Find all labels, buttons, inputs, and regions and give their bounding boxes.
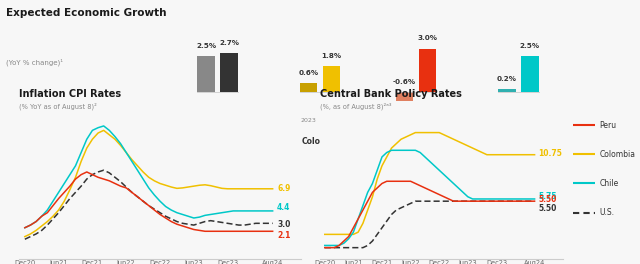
- Text: Peru: Peru: [600, 121, 617, 130]
- Text: Colombia: Colombia: [600, 150, 636, 159]
- Text: 0.2%: 0.2%: [497, 76, 517, 82]
- Text: Central Bank Policy Rates: Central Bank Policy Rates: [320, 89, 462, 99]
- Text: 2023: 2023: [301, 119, 316, 124]
- Text: 2.7%: 2.7%: [219, 40, 239, 46]
- Text: 2024: 2024: [420, 119, 435, 124]
- Bar: [396, 92, 413, 101]
- Bar: [197, 56, 215, 92]
- Text: Colombia: Colombia: [301, 136, 341, 146]
- Text: U.S.: U.S.: [600, 208, 614, 217]
- Text: (% YoY as of August 8)²: (% YoY as of August 8)²: [19, 102, 97, 110]
- Text: Peru: Peru: [407, 136, 428, 146]
- Text: 2024: 2024: [522, 119, 538, 124]
- Text: 5.50: 5.50: [538, 204, 557, 213]
- Text: 10.75: 10.75: [538, 149, 563, 158]
- Text: 2.5%: 2.5%: [520, 43, 540, 49]
- Bar: [419, 49, 436, 92]
- Text: 6.9: 6.9: [277, 184, 291, 193]
- Text: Expected Economic Growth: Expected Economic Growth: [6, 8, 167, 18]
- Text: -0.6%: -0.6%: [393, 79, 416, 84]
- Text: 0.6%: 0.6%: [298, 70, 319, 76]
- Text: 2.5%: 2.5%: [196, 43, 216, 49]
- Bar: [300, 83, 317, 92]
- Text: Chile: Chile: [509, 136, 531, 146]
- Text: 2023: 2023: [499, 119, 515, 124]
- Text: 5.75: 5.75: [538, 192, 557, 201]
- Text: 5.50: 5.50: [538, 195, 557, 204]
- Text: 4.4: 4.4: [277, 203, 291, 212]
- Text: 2023: 2023: [397, 119, 412, 124]
- Text: 2023: 2023: [198, 119, 214, 124]
- Text: 2024: 2024: [324, 119, 339, 124]
- Bar: [220, 53, 238, 92]
- Text: (YoY % change)¹: (YoY % change)¹: [6, 58, 63, 65]
- Text: Inflation CPI Rates: Inflation CPI Rates: [19, 89, 122, 99]
- Text: 3.0%: 3.0%: [417, 35, 438, 41]
- Text: Chile: Chile: [600, 179, 619, 188]
- Text: 2024: 2024: [221, 119, 237, 124]
- Text: (%, as of August 8)²ᵃ³: (%, as of August 8)²ᵃ³: [320, 102, 392, 110]
- Bar: [521, 56, 539, 92]
- Bar: [323, 66, 340, 92]
- Text: U.S.: U.S.: [210, 136, 228, 146]
- Bar: [498, 89, 516, 92]
- Text: 2.1: 2.1: [277, 231, 291, 240]
- Text: 1.8%: 1.8%: [321, 53, 342, 59]
- Text: 3.0: 3.0: [277, 220, 291, 229]
